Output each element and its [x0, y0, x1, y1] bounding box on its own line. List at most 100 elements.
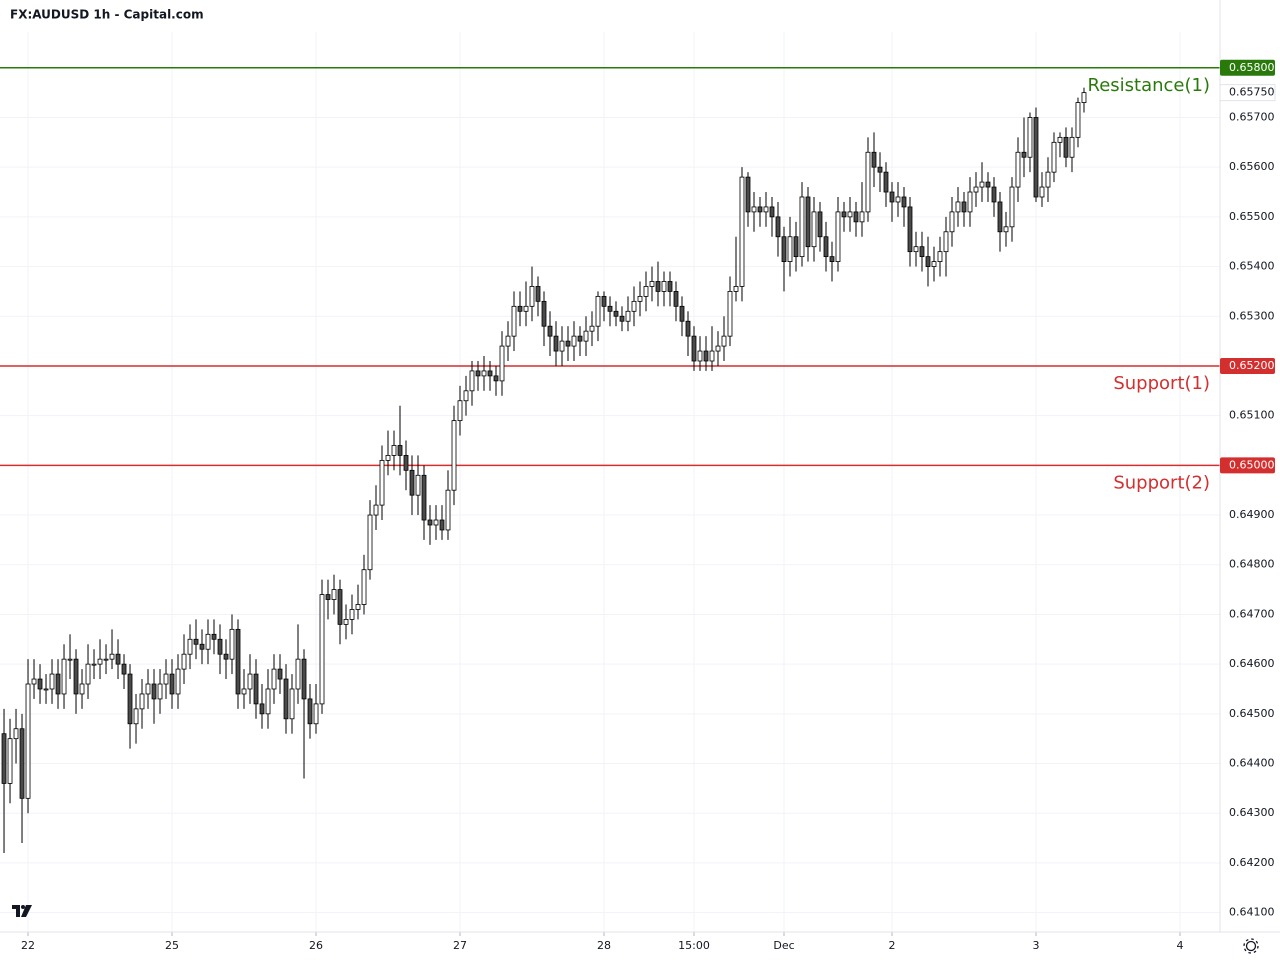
candle-body — [493, 375, 499, 382]
candle-body — [1081, 92, 1087, 103]
candle-body — [991, 186, 997, 203]
candle-body — [649, 281, 655, 287]
level-price-label: 0.65200 — [1229, 359, 1275, 372]
candle-body — [61, 658, 67, 695]
candle-body — [433, 519, 439, 526]
candle-body — [511, 305, 517, 337]
candle-body — [679, 305, 685, 322]
candle-body — [595, 295, 601, 327]
candle-body — [319, 594, 325, 705]
candle-body — [943, 231, 949, 253]
y-tick-label: 0.64500 — [1229, 707, 1275, 720]
last-price-box — [1219, 84, 1276, 102]
x-tick-label: 28 — [597, 939, 611, 952]
candle-body — [271, 668, 277, 690]
candle-body — [577, 335, 583, 342]
level-price-label: 0.65000 — [1229, 458, 1275, 471]
candle-body — [751, 206, 757, 213]
candle-body — [85, 663, 91, 685]
candles — [1, 87, 1087, 853]
candle-body — [937, 251, 943, 262]
y-tick-label: 0.65400 — [1229, 260, 1275, 273]
candle-body — [223, 653, 229, 660]
candle-body — [217, 638, 223, 655]
settings-icon[interactable] — [1243, 938, 1259, 954]
y-tick-label: 0.65700 — [1229, 110, 1275, 123]
candle-body — [481, 370, 487, 377]
candle-body — [691, 335, 697, 362]
candle-body — [871, 151, 877, 168]
candle-body — [919, 246, 925, 258]
candle-body — [379, 459, 385, 506]
candle-body — [175, 668, 181, 695]
candle-body — [247, 673, 253, 690]
candle-body — [127, 673, 133, 725]
candle-body — [7, 738, 13, 784]
y-tick-label: 0.64100 — [1229, 906, 1275, 919]
candle-body — [337, 589, 343, 625]
candle-body — [361, 569, 367, 605]
candle-body — [25, 683, 31, 799]
candle-body — [463, 390, 469, 402]
candle-body — [103, 658, 109, 661]
candle-body — [163, 673, 169, 685]
candle-body — [37, 678, 43, 690]
candle-body — [403, 455, 409, 471]
candle-body — [445, 489, 451, 531]
candle-body — [799, 196, 805, 258]
candle-body — [865, 151, 871, 213]
candle-body — [193, 638, 199, 645]
y-tick-label: 0.64800 — [1229, 558, 1275, 571]
candle-body — [457, 400, 463, 422]
candle-body — [1027, 117, 1033, 158]
candle-body — [505, 335, 511, 347]
candle-body — [241, 688, 247, 695]
candle-body — [145, 683, 151, 695]
candle-body — [205, 633, 211, 650]
candle-body — [343, 619, 349, 625]
candle-body — [235, 628, 241, 695]
candle-body — [583, 330, 589, 342]
candle-body — [703, 350, 709, 362]
candle-body — [187, 638, 193, 655]
candle-body — [967, 191, 973, 213]
candle-body — [847, 211, 853, 218]
candle-body — [1075, 102, 1081, 138]
candle-body — [307, 698, 313, 725]
candle-body — [1039, 186, 1045, 198]
candle-body — [859, 211, 865, 223]
candle-body — [997, 201, 1003, 233]
candle-body — [157, 683, 163, 700]
candle-body — [469, 370, 475, 392]
y-tick-label: 0.65300 — [1229, 309, 1275, 322]
candle-body — [727, 291, 733, 337]
candle-body — [475, 370, 481, 377]
candle-body — [301, 658, 307, 700]
candle-body — [325, 594, 331, 600]
candle-body — [823, 236, 829, 258]
candle-body — [907, 206, 913, 253]
candle-body — [589, 325, 595, 332]
candle-body — [523, 305, 529, 312]
candle-body — [961, 201, 967, 213]
candle-body — [277, 668, 283, 680]
candle-body — [67, 658, 73, 661]
candle-body — [889, 191, 895, 203]
candle-body — [169, 673, 175, 695]
candle-body — [793, 236, 799, 258]
candle-body — [289, 688, 295, 720]
level-price-label: 0.65800 — [1229, 61, 1275, 74]
candle-body — [253, 673, 259, 705]
candle-body — [109, 653, 115, 660]
candle-body — [931, 261, 937, 267]
candle-body — [841, 211, 847, 218]
candle-body — [625, 310, 631, 322]
candle-body — [1063, 136, 1069, 158]
candle-body — [355, 604, 361, 610]
candle-body — [715, 345, 721, 352]
candle-body — [949, 211, 955, 233]
level-price-box — [1220, 59, 1275, 76]
y-tick-label: 0.64400 — [1229, 757, 1275, 770]
